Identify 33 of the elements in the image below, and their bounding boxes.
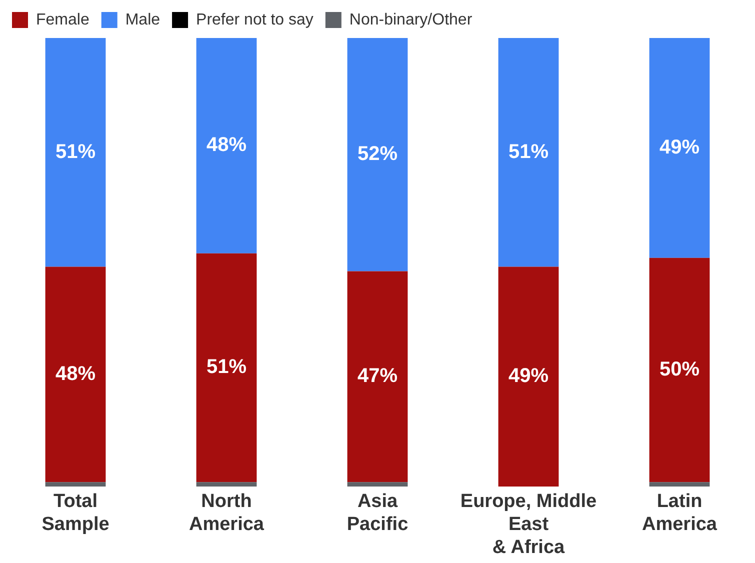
bar — [347, 38, 408, 272]
data-label: 48% — [55, 362, 96, 385]
bar — [196, 253, 257, 482]
legend-label: Non-binary/Other — [349, 11, 473, 28]
x-tick-label: Europe, Middle East & Africa — [460, 491, 597, 558]
bar — [498, 38, 559, 267]
data-label: 51% — [55, 140, 96, 163]
x-tick-label: Latin America — [642, 491, 718, 536]
bar — [649, 482, 710, 487]
bar — [498, 266, 559, 487]
data-label: 52% — [357, 143, 398, 166]
x-tick-label: Total Sample — [42, 491, 110, 536]
bar — [45, 38, 106, 267]
data-label: 47% — [357, 365, 398, 388]
data-label: 49% — [508, 365, 549, 388]
x-tick-label: North America — [189, 491, 264, 536]
data-label: 50% — [659, 358, 700, 380]
legend-label: Prefer not to say — [196, 11, 314, 28]
bar — [196, 38, 257, 254]
data-label: 51% — [206, 356, 247, 378]
x-tick-label: Asia Pacific — [346, 491, 409, 536]
data-label: 48% — [206, 134, 247, 156]
bar — [347, 271, 408, 482]
data-label: 49% — [659, 136, 700, 158]
data-label: 51% — [508, 140, 549, 163]
legend-label: Female — [36, 11, 90, 28]
bar — [45, 482, 106, 487]
bar — [649, 38, 710, 258]
bar — [196, 482, 257, 487]
bar — [649, 258, 710, 482]
bar — [347, 482, 408, 487]
legend-label: Male — [125, 11, 160, 28]
bar — [45, 266, 106, 482]
